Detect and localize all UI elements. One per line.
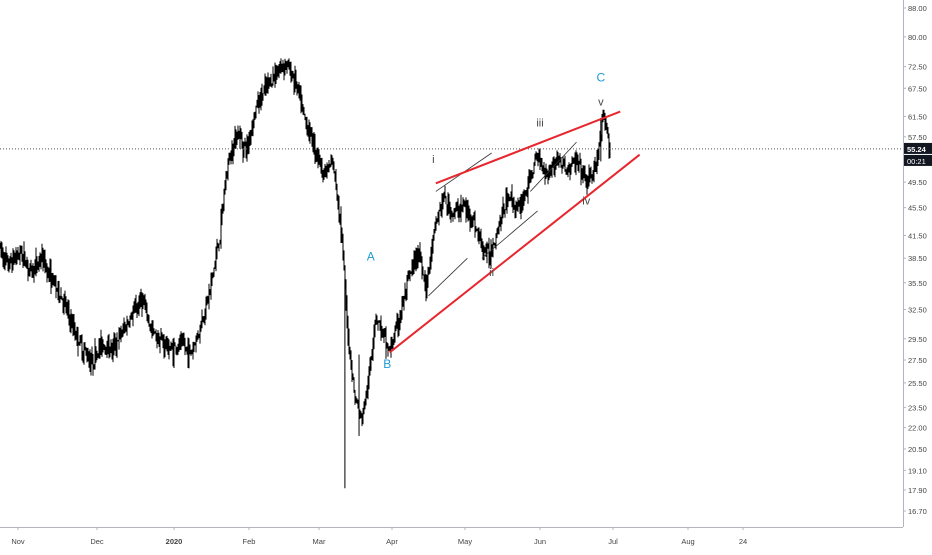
channel-guide-line: [530, 141, 577, 192]
wave-label: ii: [489, 267, 494, 279]
channel-guide-line: [428, 257, 468, 297]
y-tick-label: 41.50: [908, 231, 927, 240]
y-tick-label: 72.50: [908, 63, 927, 72]
y-tick-label: 20.50: [908, 445, 927, 454]
countdown-label: 00:21: [907, 157, 926, 166]
x-tick-label: Feb: [243, 537, 256, 546]
y-tick-label: 88.00: [908, 4, 927, 13]
y-tick-label: 17.90: [908, 486, 927, 495]
wave-label: i: [432, 154, 434, 166]
trendlines-layer: [389, 110, 641, 354]
wave-label: A: [367, 250, 375, 264]
x-tick-label: Mar: [313, 537, 326, 546]
wave-label: iv: [582, 195, 590, 207]
wave-label: v: [598, 96, 604, 108]
wave-label: B: [383, 357, 391, 371]
x-tick-label: Jun: [534, 537, 546, 546]
x-tick-label: 2020: [166, 537, 183, 546]
wave-label: iii: [536, 117, 543, 129]
y-tick-label: 25.50: [908, 379, 927, 388]
y-tick-label: 80.00: [908, 33, 927, 42]
x-tick-label: Dec: [90, 537, 104, 546]
price-layer: [0, 58, 903, 489]
channel-guide-line: [481, 210, 538, 259]
x-tick-label: May: [458, 537, 472, 546]
y-tick-label: 35.50: [908, 279, 927, 288]
y-tick-label: 23.50: [908, 404, 927, 413]
y-tick-label: 19.10: [908, 466, 927, 475]
y-tick-label: 16.70: [908, 507, 927, 516]
x-tick-label: 24: [739, 537, 747, 546]
wave-label: C: [596, 71, 605, 85]
x-tick-label: Apr: [386, 537, 398, 546]
y-tick-label: 49.50: [908, 178, 927, 187]
y-tick-label: 67.50: [908, 84, 927, 93]
last-price-badge: [904, 142, 932, 154]
y-tick-label: 27.50: [908, 356, 927, 365]
y-tick-label: 22.00: [908, 424, 927, 433]
y-tick-label: 57.50: [908, 133, 927, 142]
y-tick-label: 32.50: [908, 305, 927, 314]
y-tick-label: 29.50: [908, 335, 927, 344]
x-tick-label: Aug: [681, 537, 694, 546]
trendline-lower: [389, 153, 641, 354]
y-tick-label: 38.50: [908, 254, 927, 263]
x-tick-label: Nov: [11, 537, 25, 546]
x-tick-label: Jul: [608, 537, 618, 546]
trendline-upper: [435, 110, 621, 185]
y-tick-label: 45.50: [908, 204, 927, 213]
last-price-label: 55.24: [907, 145, 927, 154]
y-tick-label: 61.50: [908, 112, 927, 121]
countdown-badge: [904, 154, 932, 166]
